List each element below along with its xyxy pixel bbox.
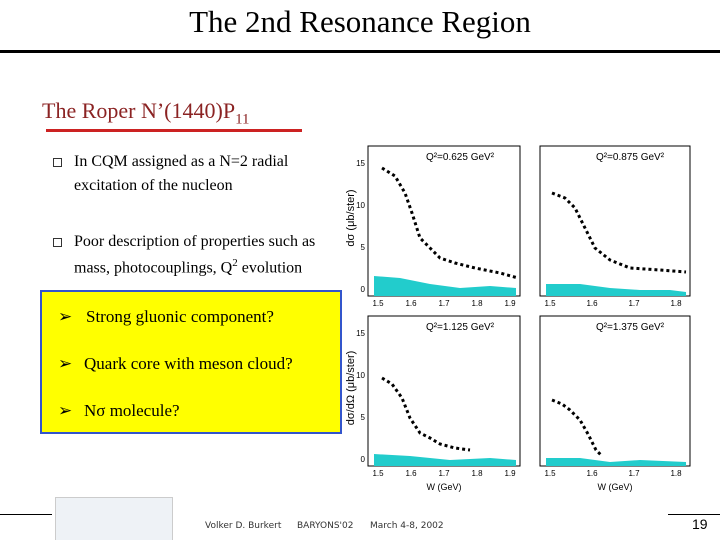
subtitle: The Roper N’(1440)P11 <box>42 98 250 128</box>
x-tick-label: 1.5 <box>372 469 384 478</box>
background-band <box>374 454 516 466</box>
page-number: 19 <box>692 516 708 532</box>
y-tick-label: 5 <box>361 243 366 252</box>
y-tick-label: 15 <box>356 329 365 338</box>
y-tick-label: 0 <box>361 455 366 464</box>
slide-title: The 2nd Resonance Region <box>189 4 531 39</box>
panel-label: Q²=1.375 GeV² <box>596 322 665 333</box>
x-tick-label: 1.9 <box>504 469 516 478</box>
text: mass, photocouplings, Q <box>74 259 233 277</box>
y-tick-label: 10 <box>356 371 365 380</box>
arrow-bullet: ➢ <box>58 307 73 326</box>
panel-label: Q²=0.875 GeV² <box>596 152 665 163</box>
x-tick-label: 1.7 <box>438 299 450 308</box>
data-points <box>551 191 687 274</box>
x-tick-label: 1.8 <box>471 299 483 308</box>
bullet-text: excitation of the nucleon <box>74 177 233 194</box>
y-tick-label: 15 <box>356 159 365 168</box>
x-tick-label: 1.7 <box>628 469 640 478</box>
data-points <box>551 398 604 458</box>
panel-label: Q²=1.125 GeV² <box>426 322 495 333</box>
footer-rule <box>668 514 720 515</box>
x-tick-label: 1.5 <box>544 299 556 308</box>
background-band <box>546 284 686 296</box>
x-tick-label: 1.6 <box>405 469 417 478</box>
x-tick-label: 1.5 <box>544 469 556 478</box>
footer-author: Volker D. Burkert <box>205 521 282 531</box>
x-tick-label: 1.6 <box>586 469 598 478</box>
thumbnail-image <box>55 497 173 540</box>
data-points <box>381 376 471 452</box>
x-tick-label: 1.6 <box>586 299 598 308</box>
y-axis-label: dσ/dΩ (μb/ster) <box>345 351 357 426</box>
subtitle-subscript: 11 <box>235 111 250 128</box>
background-band <box>546 458 686 466</box>
arrow-bullet: ➢ <box>58 354 73 373</box>
box-item: Quark core with meson cloud? <box>84 354 293 373</box>
panel-label: Q²=0.625 GeV² <box>426 152 495 163</box>
x-tick-label: 1.7 <box>438 469 450 478</box>
background-band <box>374 276 516 296</box>
y-tick-label: 10 <box>356 201 365 210</box>
box-item: Strong gluonic component? <box>86 307 274 326</box>
data-points <box>381 166 519 280</box>
subtitle-underline <box>46 129 302 132</box>
panel-frame <box>539 145 691 297</box>
x-tick-label: 1.8 <box>670 299 682 308</box>
x-tick-label: 1.8 <box>670 469 682 478</box>
x-tick-label: 1.6 <box>405 299 417 308</box>
x-axis-label: W (GeV) <box>427 482 462 492</box>
box-item: Nσ molecule? <box>84 401 180 420</box>
y-axis-label: dσ (μb/ster) <box>345 189 357 246</box>
footer-date: March 4-8, 2002 <box>370 521 444 531</box>
highlight-box <box>40 290 342 434</box>
figure: Q²=0.625 GeV² Q²=0.875 GeV² Q²=1.125 GeV… <box>345 145 691 492</box>
x-tick-label: 1.8 <box>471 469 483 478</box>
bullet-text: mass, photocouplings, Q2 evolution <box>74 257 302 277</box>
bullet-text: Poor description of properties such as <box>74 233 316 250</box>
x-tick-label: 1.5 <box>372 299 384 308</box>
footer-rule <box>0 514 52 515</box>
bullet-icon <box>53 238 62 247</box>
x-axis-label: W (GeV) <box>598 482 633 492</box>
arrow-bullet: ➢ <box>58 401 73 420</box>
text: evolution <box>237 259 303 277</box>
bullet-text: In CQM assigned as a N=2 radial <box>74 153 289 170</box>
subtitle-text: The Roper N’(1440)P <box>42 98 236 123</box>
x-tick-label: 1.9 <box>504 299 516 308</box>
footer-conference: BARYONS'02 <box>297 521 354 531</box>
x-tick-label: 1.7 <box>628 299 640 308</box>
y-tick-label: 5 <box>361 413 366 422</box>
bullet-icon <box>53 158 62 167</box>
superscript: 2 <box>232 257 238 269</box>
panel-frame <box>539 315 691 467</box>
y-tick-label: 0 <box>361 285 366 294</box>
title-rule <box>0 50 720 53</box>
panel-frame <box>367 315 521 467</box>
